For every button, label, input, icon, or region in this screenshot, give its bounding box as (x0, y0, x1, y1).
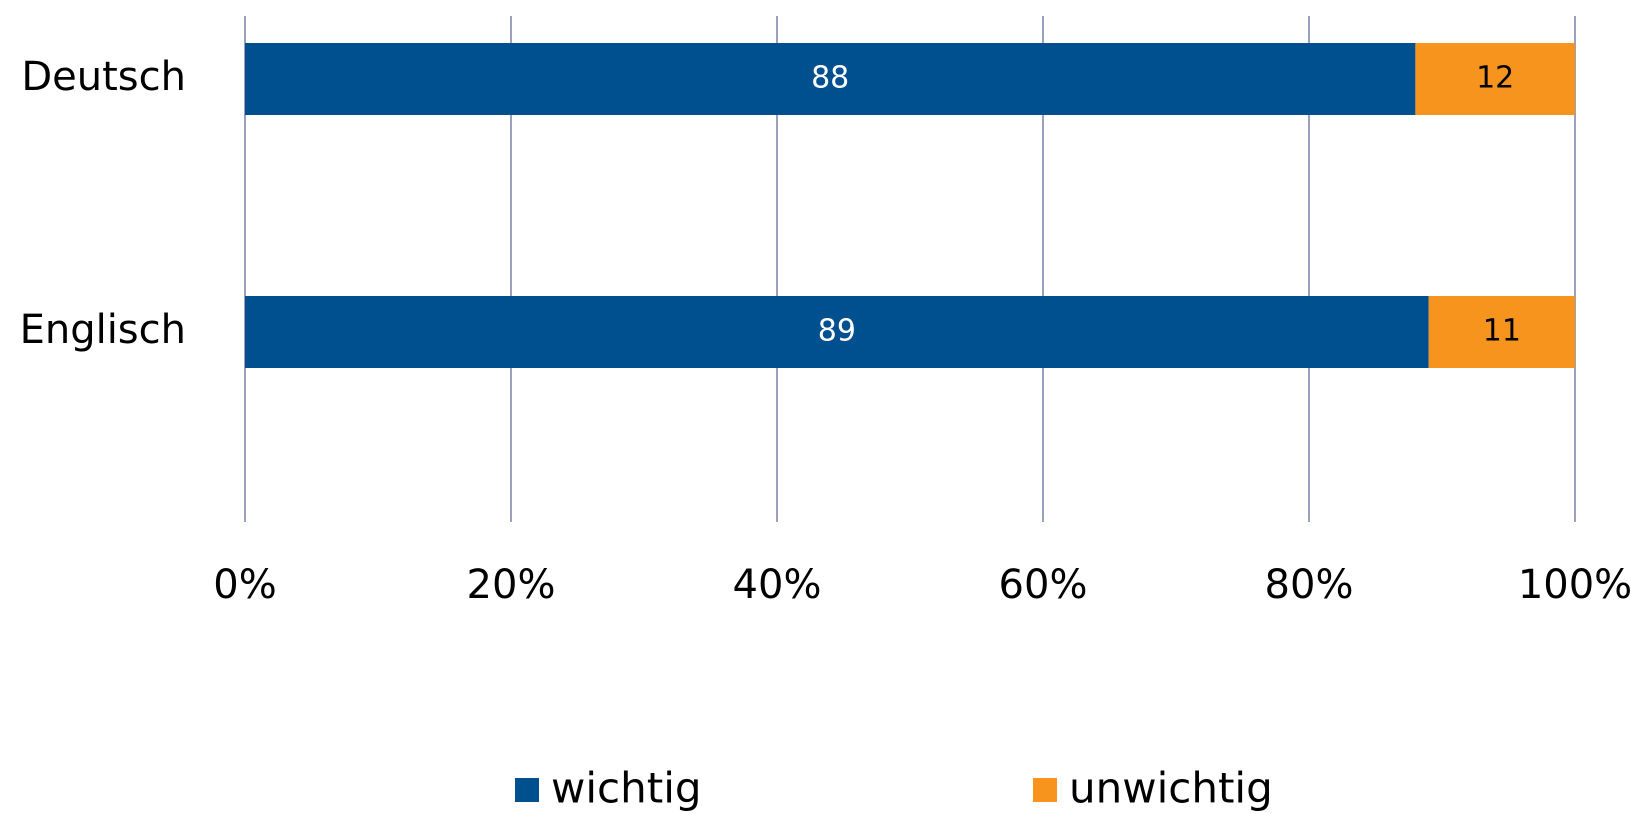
x-tick-label: 20% (467, 562, 556, 608)
value-label: 12 (1476, 61, 1514, 96)
legend-swatch (1033, 778, 1057, 802)
bar-segment (1428, 296, 1575, 368)
bar-segment (245, 43, 1416, 115)
value-label: 88 (811, 61, 849, 96)
bar-segment (1415, 43, 1575, 115)
legend-label: wichtig (551, 764, 702, 813)
category-label: Englisch (20, 307, 186, 353)
category-label: Deutsch (21, 54, 186, 100)
x-tick-label: 100% (1518, 562, 1631, 608)
bar-segment (245, 296, 1429, 368)
x-tick-label: 40% (733, 562, 822, 608)
x-tick-label: 0% (213, 562, 276, 608)
value-label: 11 (1483, 314, 1521, 349)
value-label: 89 (818, 314, 856, 349)
legend-swatch (515, 778, 539, 802)
x-tick-label: 60% (999, 562, 1088, 608)
x-tick-label: 80% (1265, 562, 1354, 608)
legend-label: unwichtig (1069, 764, 1273, 813)
